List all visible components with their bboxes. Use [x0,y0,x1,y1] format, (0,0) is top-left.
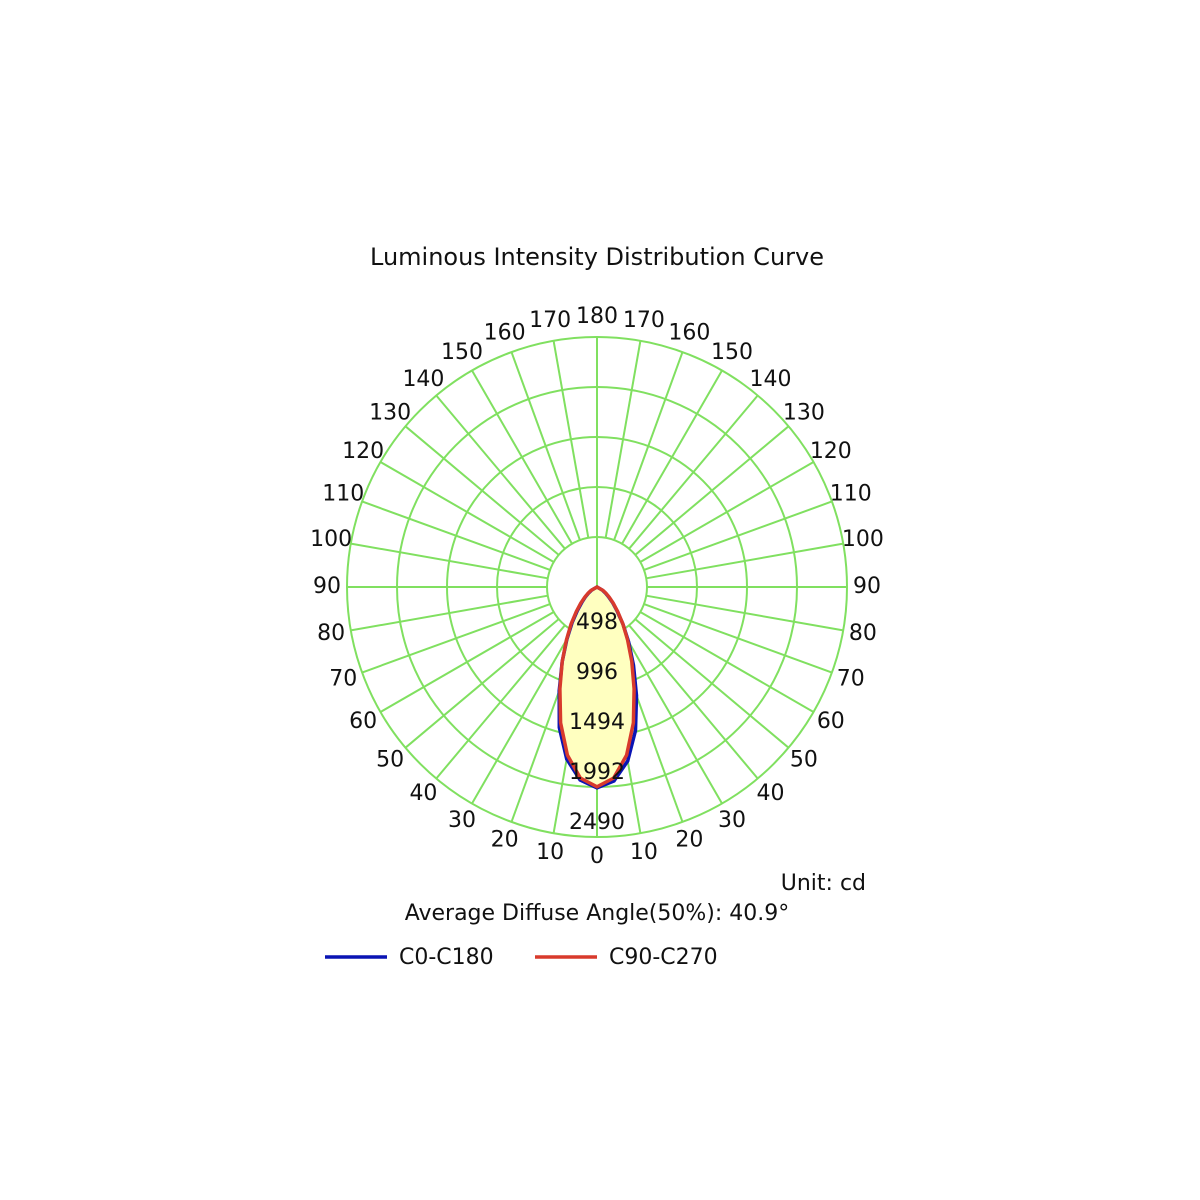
area-fill [559,587,637,788]
grid-spoke [361,603,551,674]
theta-tick-label: 80 [317,621,345,646]
theta-tick-label: 40 [757,781,785,806]
grid-spoke [604,340,642,538]
grid-spoke [646,542,844,580]
annotation: Average Diffuse Angle(50%): 40.9° [405,901,790,926]
theta-tick-label: 150 [441,340,483,365]
grid-spoke [350,594,548,632]
theta-tick-label: 30 [718,808,746,833]
grid-spoke [379,611,555,713]
grid-spoke [646,594,844,632]
theta-tick-label: 20 [491,828,519,853]
theta-tick-label: 160 [484,320,526,345]
grid-spoke [621,629,723,805]
theta-tick-label: 170 [623,308,665,333]
grid-spoke [639,611,815,713]
r-tick-label: 498 [576,610,618,635]
grid-spoke [471,629,573,805]
grid-spoke [643,500,833,571]
theta-tick-label: 10 [536,840,564,865]
grid-spoke [471,369,573,545]
theta-tick-label: 30 [448,808,476,833]
grid-spoke [435,624,566,780]
grid-spoke [634,425,790,556]
grid-spoke [621,369,723,545]
theta-tick-label: 140 [402,367,444,392]
theta-tick-label: 120 [810,439,852,464]
theta-tick-label: 110 [322,482,364,507]
theta-tick-label: 100 [842,527,884,552]
unit-label: Unit: cd [781,871,866,896]
r-tick-label: 2490 [569,810,625,835]
theta-tick-label: 140 [750,367,792,392]
grid-spoke [404,618,560,749]
grid-spoke [510,351,581,541]
r-tick-label: 1992 [569,760,625,785]
grid-spoke [628,624,759,780]
legend-label: C0-C180 [399,945,494,970]
theta-tick-label: 160 [668,320,710,345]
grid-spoke [628,394,759,550]
theta-tick-label: 90 [853,574,881,599]
theta-tick-label: 100 [310,527,352,552]
theta-tick-label: 60 [817,709,845,734]
chart-title: Luminous Intensity Distribution Curve [370,243,824,271]
grid-spoke [639,461,815,563]
r-tick-label: 996 [576,660,618,685]
grid-spoke [643,603,833,674]
theta-tick-label: 60 [349,709,377,734]
grid-spoke [404,425,560,556]
theta-tick-label: 70 [837,666,865,691]
grid-spoke [435,394,566,550]
grid-spoke [350,542,548,580]
grid-spoke [379,461,555,563]
theta-tick-label: 40 [409,781,437,806]
grid-spoke [613,351,684,541]
theta-tick-label: 10 [630,840,658,865]
theta-tick-label: 0 [590,844,604,869]
theta-tick-label: 90 [313,574,341,599]
legend-label: C90-C270 [609,945,718,970]
theta-tick-label: 130 [783,400,825,425]
grid-spoke [552,340,590,538]
theta-tick-label: 120 [342,439,384,464]
theta-tick-label: 110 [830,482,872,507]
r-tick-label: 1494 [569,710,625,735]
theta-tick-label: 20 [675,828,703,853]
grid-spoke [634,618,790,749]
theta-tick-label: 170 [529,308,571,333]
theta-tick-label: 50 [790,748,818,773]
theta-tick-label: 130 [369,400,411,425]
theta-tick-label: 70 [329,666,357,691]
theta-tick-label: 180 [576,304,618,329]
grid-spoke [361,500,551,571]
series-line [558,584,636,789]
theta-tick-label: 150 [711,340,753,365]
theta-tick-label: 80 [849,621,877,646]
theta-tick-label: 50 [376,748,404,773]
